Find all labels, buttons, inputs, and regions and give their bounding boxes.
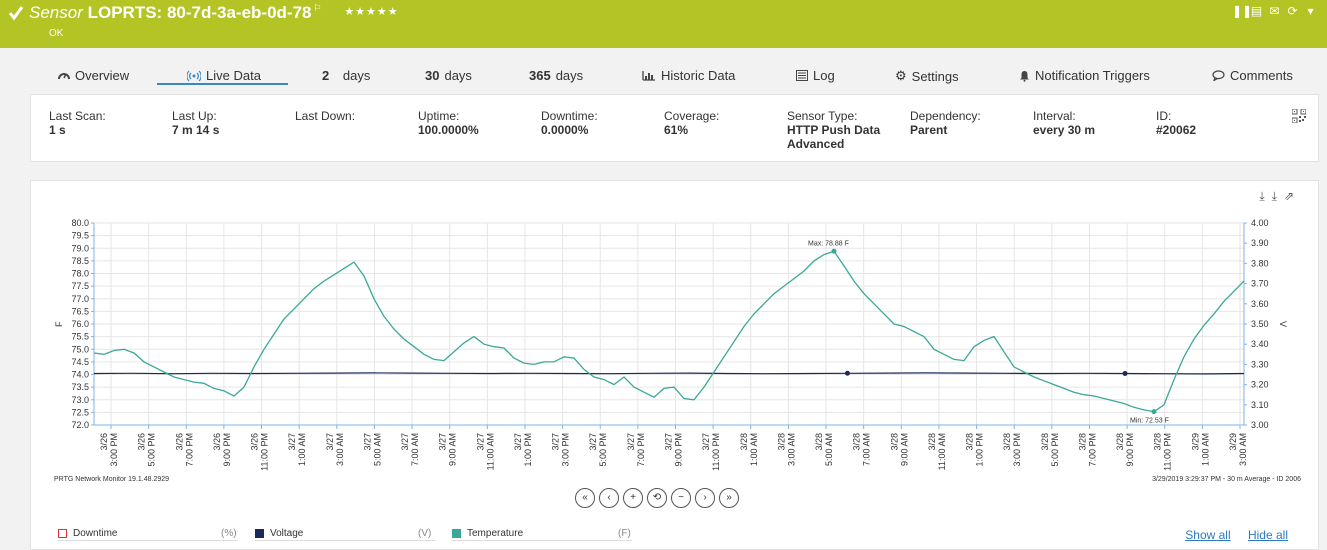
gear-icon: ⚙ [895,68,907,83]
download-data-icon[interactable]: ⤓ [1271,189,1277,203]
show-all-link[interactable]: Show all [1185,528,1231,542]
info-id: ID: #20062 [1156,109,1197,137]
active-tab-indicator [157,83,288,85]
jump-end-button[interactable]: » [719,488,739,508]
info-coverage: Coverage: 61% [664,109,720,137]
info-last-scan: Last Scan: 1 s [49,109,106,137]
legend-temperature-checkbox[interactable] [452,529,461,538]
previous-button[interactable]: ‹ [599,488,619,508]
bell-icon [1020,70,1029,82]
legend-voltage[interactable]: Voltage (V) [255,528,435,541]
sensor-kind: Sensor [29,3,83,22]
overview-gauge-icon [58,72,70,79]
pause-icon[interactable]: ❚❚ [1232,4,1253,18]
next-button[interactable]: › [695,488,715,508]
sensor-name: LOPRTS: 80-7d-3a-eb-0d-78 [87,3,312,22]
info-interval: Interval: every 30 m [1033,109,1096,137]
chart-tools: ⤓ ⤓ ⇗ [1259,189,1294,204]
chart-timestamp: 3/29/2019 3:29:37 PM - 30 m Average - ID… [1152,476,1301,483]
hide-all-link[interactable]: Hide all [1247,528,1288,542]
legend-downtime-checkbox[interactable] [58,529,67,538]
chart-navigation: « ‹ + ⟲ − › » [575,488,739,508]
zoom-in-button[interactable]: + [623,488,643,508]
legend-links: Show all Hide all [1171,528,1288,542]
prtg-version: PRTG Network Monitor 19.1.48.2929 [54,476,170,483]
tab-365-days[interactable]: 365 days [529,68,584,83]
tab-live-data[interactable]: Live Data [187,68,261,83]
reset-zoom-button[interactable]: ⟲ [647,488,667,508]
ok-check-icon [8,6,24,21]
info-last-up: Last Up: 7 m 14 s [172,109,220,137]
tab-settings[interactable]: ⚙ Settings [895,68,959,84]
tab-2-days[interactable]: 2 days [322,68,371,83]
log-list-icon [796,70,808,81]
open-external-icon[interactable]: ⇗ [1283,189,1294,203]
sensor-status: OK [49,28,64,39]
tab-historic-data[interactable]: Historic Data [642,68,735,83]
header-tools: ❚❚ ▤ ✉ ⟳ ▾ [1232,5,1317,18]
dropdown-caret-icon[interactable]: ▾ [1307,4,1314,18]
zoom-out-button[interactable]: − [671,488,691,508]
sensor-info-bar: Last Scan: 1 s Last Up: 7 m 14 s Last Down… [30,94,1319,162]
info-sensor-type: Sensor Type: HTTP Push Data Advanced [787,109,881,151]
email-icon[interactable]: ✉ [1269,4,1280,18]
sensor-header: Sensor LOPRTS: 80-7d-3a-eb-0d-78 ⚐ ★★★★★ … [0,0,1327,48]
info-last-down: Last Down: [295,109,356,123]
jump-start-button[interactable]: « [575,488,595,508]
tab-30-days[interactable]: 30 days [425,68,472,83]
legend-temperature[interactable]: Temperature (F) [452,528,632,541]
tab-log[interactable]: Log [796,68,835,83]
tab-comments[interactable]: Comments [1212,68,1293,83]
refresh-icon[interactable]: ⟳ [1287,4,1298,18]
sensor-title: Sensor LOPRTS: 80-7d-3a-eb-0d-78 ⚐ ★★★★★ [29,3,399,23]
qr-code-icon[interactable] [1292,109,1306,123]
priority-stars[interactable]: ★★★★★ [344,6,399,18]
legend-downtime[interactable]: Downtime (%) [58,528,238,541]
flag-icon[interactable]: ⚐ [313,3,322,13]
tab-overview[interactable]: Overview [58,68,129,83]
info-downtime: Downtime: 0.0000% [541,109,598,137]
live-data-broadcast-icon [187,70,201,81]
tab-notification-triggers[interactable]: Notification Triggers [1019,68,1150,83]
bar-chart-icon [642,71,655,81]
comment-icon [1212,70,1225,81]
report-icon[interactable]: ▤ [1250,4,1263,18]
tab-bar: Overview Live Data 2 days 30 days 365 days… [0,62,1327,90]
info-dependency: Dependency: Parent [910,109,981,137]
legend-voltage-checkbox[interactable] [255,529,264,538]
info-uptime: Uptime: 100.0000% [418,109,479,137]
download-icon[interactable]: ⤓ [1259,189,1265,203]
